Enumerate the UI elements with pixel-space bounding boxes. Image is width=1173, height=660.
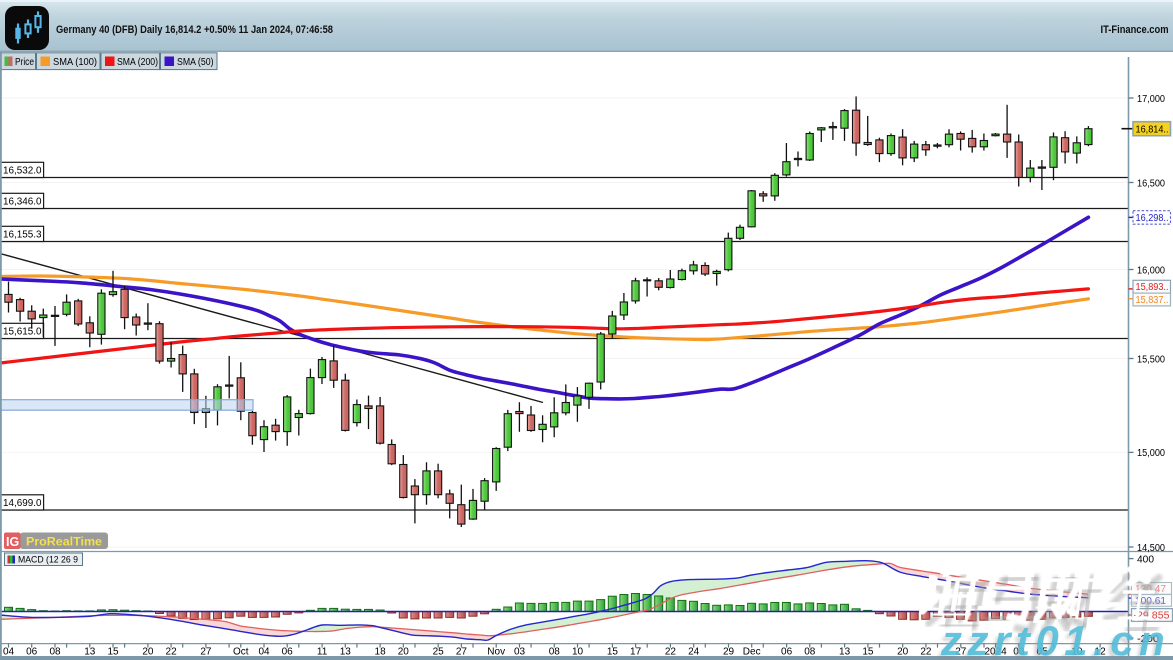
svg-text:zzrt01.cn: zzrt01.cn (937, 621, 1167, 660)
svg-text:SMA (100): SMA (100) (53, 57, 97, 68)
svg-text:15,615.0: 15,615.0 (3, 327, 42, 338)
svg-text:06: 06 (282, 647, 294, 658)
svg-text:Nov: Nov (487, 647, 505, 658)
svg-text:29: 29 (723, 647, 735, 658)
svg-text:16,000: 16,000 (1137, 265, 1165, 276)
svg-text:16,155.3: 16,155.3 (3, 230, 42, 241)
svg-text:15: 15 (607, 647, 619, 658)
svg-text:SMA (200): SMA (200) (117, 57, 158, 68)
svg-text:08: 08 (804, 647, 816, 658)
svg-text:08: 08 (549, 647, 561, 658)
svg-text:20: 20 (897, 647, 909, 658)
svg-text:14,699.0: 14,699.0 (3, 498, 42, 509)
svg-text:24: 24 (688, 647, 700, 658)
svg-text:06: 06 (26, 647, 38, 658)
svg-text:Price: Price (15, 57, 34, 68)
svg-text:04: 04 (258, 647, 270, 658)
svg-text:Dec: Dec (743, 647, 761, 658)
svg-text:05: 05 (1037, 647, 1049, 658)
svg-text:14,500: 14,500 (1137, 543, 1165, 554)
svg-text:10: 10 (572, 647, 584, 658)
svg-text:16,500: 16,500 (1137, 178, 1165, 189)
svg-text:18: 18 (375, 647, 387, 658)
svg-text:16,346.0: 16,346.0 (3, 197, 42, 208)
svg-text:03: 03 (1013, 647, 1025, 658)
svg-text:IG: IG (6, 535, 19, 549)
svg-text:04: 04 (3, 647, 15, 658)
svg-text:IT-Finance.com: IT-Finance.com (1101, 24, 1169, 36)
svg-text:25: 25 (433, 647, 445, 658)
svg-text:08: 08 (49, 647, 61, 658)
svg-text:22: 22 (665, 647, 677, 658)
svg-text:10: 10 (1071, 647, 1083, 658)
svg-text:13: 13 (84, 647, 96, 658)
svg-text:03: 03 (514, 647, 526, 658)
svg-text:zzrt01.cn: zzrt01.cn (940, 617, 1170, 660)
svg-text:11: 11 (317, 647, 328, 658)
svg-text:16,814..: 16,814.. (1136, 124, 1169, 135)
svg-text:22: 22 (166, 647, 178, 658)
svg-text:12: 12 (1095, 647, 1107, 658)
svg-text:400: 400 (1137, 554, 1154, 565)
svg-text:-200: -200 (1137, 634, 1159, 645)
svg-text:15,000: 15,000 (1137, 448, 1165, 459)
svg-text:15: 15 (107, 647, 119, 658)
svg-text:Germany 40 (DFB) Daily 16,814.: Germany 40 (DFB) Daily 16,814.2 +0.50% 1… (56, 24, 333, 36)
svg-text:15,837..: 15,837.. (1136, 295, 1169, 306)
svg-text:15: 15 (862, 647, 874, 658)
svg-text:22: 22 (920, 647, 932, 658)
svg-text:17,000: 17,000 (1137, 94, 1165, 105)
svg-text:13: 13 (340, 647, 352, 658)
svg-text:27: 27 (200, 647, 212, 658)
svg-text:13: 13 (839, 647, 851, 658)
svg-text:15,500: 15,500 (1137, 354, 1165, 365)
svg-text:-29.855: -29.855 (1134, 610, 1170, 621)
svg-text:16,298..: 16,298.. (1136, 213, 1169, 224)
svg-text:MACD (12 26 9: MACD (12 26 9 (18, 555, 78, 566)
svg-text:06: 06 (781, 647, 793, 658)
svg-text:15,893..: 15,893.. (1136, 282, 1169, 293)
svg-text:27: 27 (955, 647, 967, 658)
svg-text:20: 20 (398, 647, 410, 658)
svg-text:27: 27 (456, 647, 468, 658)
svg-text:Oct: Oct (233, 647, 249, 658)
svg-text:ProRealTime: ProRealTime (26, 535, 102, 549)
svg-text:SMA (50): SMA (50) (177, 57, 214, 68)
svg-text:20: 20 (142, 647, 154, 658)
svg-text:16,532.0: 16,532.0 (3, 166, 42, 177)
svg-text:17: 17 (630, 647, 642, 658)
svg-text:2024: 2024 (984, 647, 1007, 658)
